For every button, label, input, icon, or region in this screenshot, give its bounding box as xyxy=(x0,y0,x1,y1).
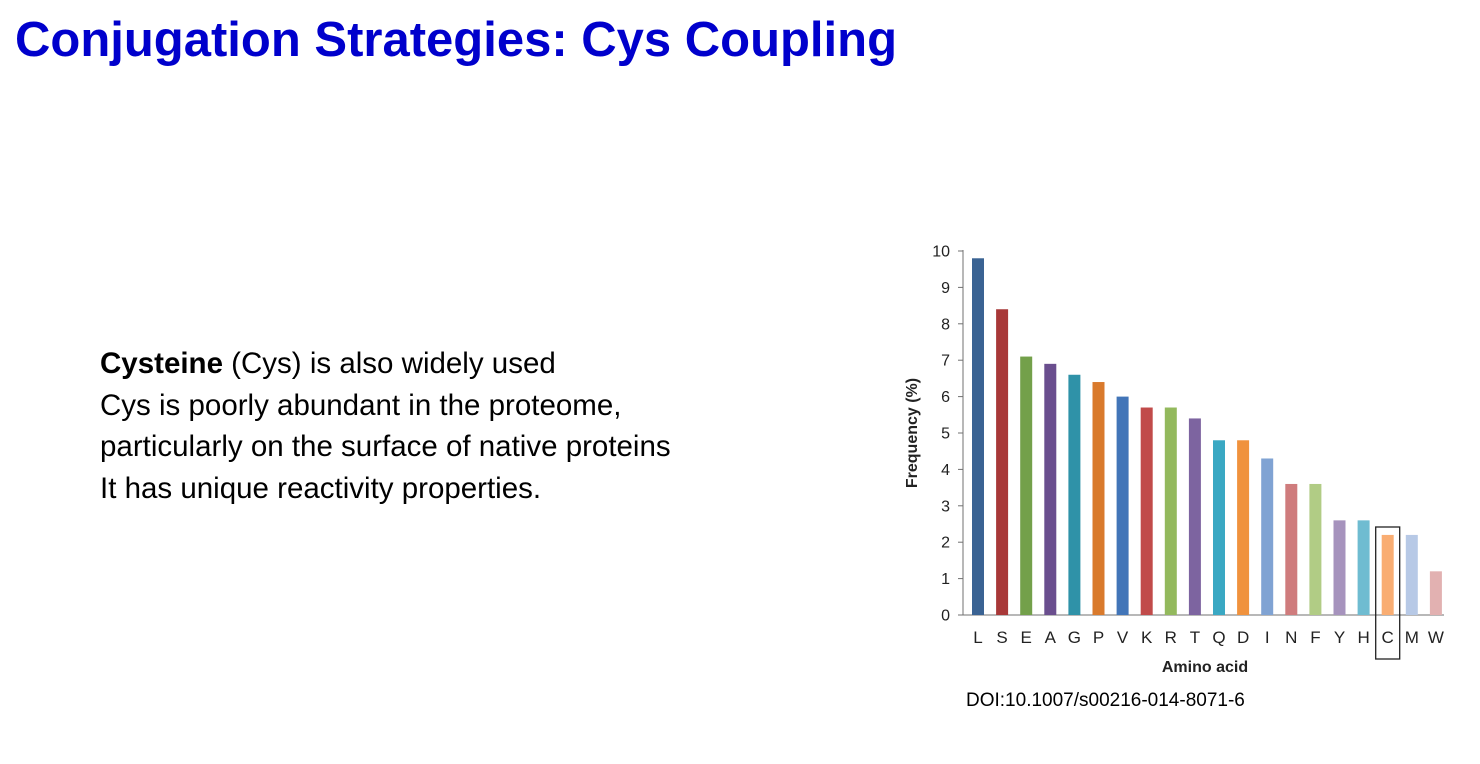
x-tick-label-a: A xyxy=(1045,628,1057,647)
x-axis-label: Amino acid xyxy=(1162,659,1248,676)
bar-v xyxy=(1116,396,1129,615)
body-text: Cysteine (Cys) is also widely used Cys i… xyxy=(100,343,671,509)
x-tick-label-s: S xyxy=(996,628,1007,647)
bar-q xyxy=(1213,440,1225,615)
y-tick-label: 6 xyxy=(941,389,950,406)
bar-t xyxy=(1188,418,1201,615)
x-tick-label-g: G xyxy=(1068,628,1081,647)
x-tick-label-e: E xyxy=(1021,628,1032,647)
x-tick-label-k: K xyxy=(1141,628,1153,647)
bar-k xyxy=(1140,407,1153,615)
body-line-1-rest: (Cys) is also widely used xyxy=(222,347,556,380)
y-tick-label: 8 xyxy=(941,316,950,333)
doi-citation: DOI:10.1007/s00216-014-8071-6 xyxy=(966,690,1245,711)
bar-w xyxy=(1429,571,1442,615)
slide-title: Conjugation Strategies: Cys Coupling xyxy=(15,13,898,67)
x-tick-label-l: L xyxy=(973,628,982,647)
bar-g xyxy=(1068,374,1081,615)
y-tick-label: 7 xyxy=(941,353,950,370)
bar-y xyxy=(1333,520,1346,615)
x-tick-label-p: P xyxy=(1093,628,1104,647)
bar-m xyxy=(1405,534,1418,615)
y-tick-label: 9 xyxy=(941,280,950,297)
x-tick-label-r: R xyxy=(1165,628,1177,647)
bar-f xyxy=(1309,483,1322,615)
bar-l xyxy=(972,258,984,615)
body-line-2: Cys is poorly abundant in the proteome, xyxy=(100,388,622,422)
bar-a xyxy=(1044,363,1057,615)
cysteine-bold-term: Cysteine xyxy=(100,347,223,380)
y-tick-label: 2 xyxy=(941,535,950,552)
y-tick-label: 1 xyxy=(941,571,950,588)
y-tick-label: 10 xyxy=(932,244,950,261)
y-tick-label: 3 xyxy=(941,498,950,515)
body-line-3: particularly on the surface of native pr… xyxy=(100,430,671,463)
x-tick-label-y: Y xyxy=(1334,628,1345,647)
x-tick-label-n: N xyxy=(1285,628,1297,647)
x-tick-label-i: I xyxy=(1265,628,1270,647)
x-tick-label-f: F xyxy=(1310,628,1320,647)
bar-n xyxy=(1285,483,1298,615)
y-tick-label: 4 xyxy=(941,462,950,479)
body-line-4: It has unique reactivity properties. xyxy=(100,471,542,505)
y-tick-label: 5 xyxy=(941,426,950,443)
bar-p xyxy=(1092,382,1105,615)
bar-r xyxy=(1164,407,1177,615)
bar-e xyxy=(1020,356,1033,615)
x-tick-label-w: W xyxy=(1428,628,1444,647)
bar-i xyxy=(1261,458,1274,615)
x-tick-label-t: T xyxy=(1190,628,1200,647)
bar-h xyxy=(1357,520,1370,615)
x-tick-label-m: M xyxy=(1405,628,1419,647)
bar-d xyxy=(1237,440,1250,615)
x-tick-label-q: Q xyxy=(1212,628,1225,647)
x-tick-label-d: D xyxy=(1237,628,1249,647)
highlight-box xyxy=(1375,526,1401,660)
x-tick-label-c: C xyxy=(1382,628,1394,647)
y-axis-label: Frequency (%) xyxy=(904,378,921,488)
bar-s xyxy=(996,309,1009,615)
body-line-1: Cysteine (Cys) is also widely used xyxy=(100,343,671,385)
x-tick-label-h: H xyxy=(1357,628,1369,647)
y-tick-label: 0 xyxy=(941,608,950,625)
bar-c xyxy=(1381,534,1394,615)
bars xyxy=(972,258,1442,615)
y-ticks: 0 1 2 3 4 5 6 7 8 9 10 xyxy=(932,244,963,625)
x-tick-label-v: V xyxy=(1117,628,1129,647)
